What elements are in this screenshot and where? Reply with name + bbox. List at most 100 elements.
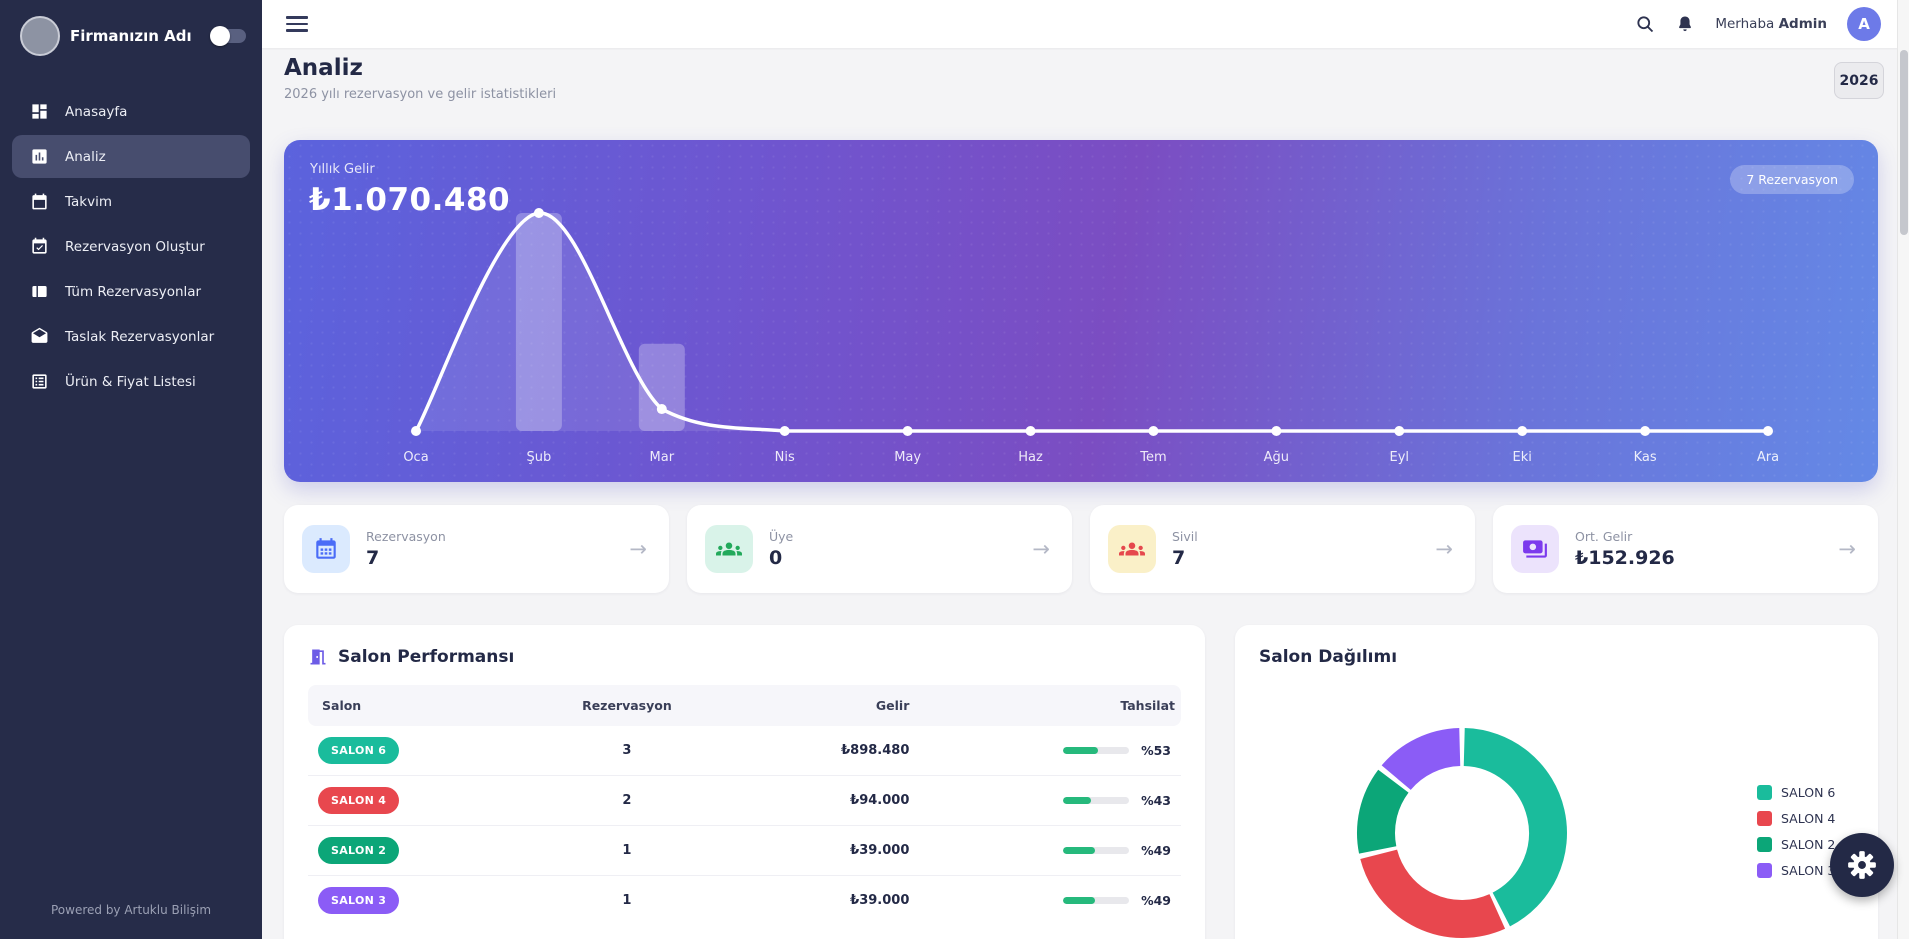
svg-text:Nis: Nis [775,450,795,465]
sidebar-item-label: Takvim [65,193,112,210]
sidebar-item-label: Tüm Rezervasyonlar [65,283,202,300]
sidebar-item-takvim[interactable]: Takvim [12,180,250,223]
sidebar-item-rezervasyon-olustur[interactable]: Rezervasyon Oluştur [12,225,250,268]
envelope-icon [31,327,48,343]
sidebar: Firmanızın Adı Anasayfa Analiz Takvim Re… [0,0,262,939]
table-row: SALON 4 2 ₺94.000 %43 [308,775,1181,826]
stat-card-rezervasyon[interactable]: Rezervasyon 7 → [284,505,669,593]
arrow-right-icon[interactable]: → [1435,537,1453,561]
settings-fab[interactable] [1830,833,1894,897]
sidebar-item-urun-fiyat-listesi[interactable]: Ürün & Fiyat Listesi [12,360,250,403]
legend-swatch [1757,837,1772,852]
annual-revenue-card: Yıllık Gelir ₺1.070.480 7 Rezervasyon Oc… [284,140,1878,482]
cell-rezervasyon: 3 [514,726,739,776]
col-gelir: Gelir [739,685,920,726]
cell-gelir: ₺94.000 [739,775,920,826]
reservation-count-badge: 7 Rezervasyon [1730,165,1854,194]
stat-label: Ort. Gelir [1575,529,1633,544]
salon-badge: SALON 4 [318,787,400,814]
stat-cards-row: Rezervasyon 7 → Üye 0 → Sivil 7 → [284,505,1878,593]
arrow-right-icon[interactable]: → [1032,537,1050,561]
salon-badge: SALON 2 [318,837,400,864]
donut-legend: SALON 6 SALON 4 SALON 2 SALON 3 [1757,785,1835,878]
progress-bar [1063,847,1129,854]
people-icon [1108,525,1156,573]
stat-card-sivil[interactable]: Sivil 7 → [1090,505,1475,593]
pct-label: %49 [1141,843,1171,858]
gear-icon [1848,851,1876,879]
scrollbar-thumb[interactable] [1900,50,1908,235]
search-icon[interactable] [1635,14,1655,34]
stat-value: 7 [366,547,380,569]
pct-label: %49 [1141,893,1171,908]
svg-text:Eyl: Eyl [1390,450,1410,465]
legend-swatch [1757,811,1772,826]
greeting-text: Merhaba Admin [1715,16,1827,32]
payments-icon [1511,525,1559,573]
salon-performance-card: Salon Performansı Salon Rezervasyon Geli… [284,625,1205,939]
sidebar-item-label: Anasayfa [65,103,128,120]
svg-text:Ara: Ara [1757,450,1779,465]
stat-value: 7 [1172,547,1186,569]
pct-label: %53 [1141,743,1171,758]
cell-rezervasyon: 2 [514,775,739,826]
hamburger-menu-icon[interactable] [286,12,308,36]
salon-distribution-title: Salon Dağılımı [1259,647,1398,667]
stat-value: 0 [769,547,783,569]
year-selector[interactable]: 2026 [1834,62,1884,99]
salon-badge: SALON 3 [318,887,400,914]
revenue-line-chart: Oca Şub Mar Nis May Haz Tem Ağu Eyl Eki Kas Ara [403,208,1779,465]
donut-chart [1351,722,1573,939]
table-row: SALON 6 3 ₺898.480 %53 [308,726,1181,776]
svg-text:Eki: Eki [1513,450,1532,465]
legend-item: SALON 4 [1757,811,1835,826]
sidebar-item-label: Ürün & Fiyat Listesi [65,373,196,390]
cell-gelir: ₺898.480 [739,726,920,776]
topbar: Merhaba Admin A [262,0,1909,48]
sidebar-menu: Anasayfa Analiz Takvim Rezervasyon Oluşt… [0,88,262,885]
cell-gelir: ₺39.000 [850,893,910,908]
sidebar-item-label: Analiz [65,148,106,165]
legend-item: SALON 6 [1757,785,1835,800]
stat-value: ₺152.926 [1575,547,1675,569]
table-row: SALON 3 1 ₺39.000 %49 [308,876,1181,926]
svg-text:Oca: Oca [403,450,428,465]
cell-rezervasyon: 1 [514,825,739,876]
pct-label: %43 [1141,793,1171,808]
table-header-row: Salon Rezervasyon Gelir Tahsilat [308,685,1181,726]
bell-icon[interactable] [1675,14,1695,34]
salon-badge: SALON 6 [318,737,400,764]
stat-card-uye[interactable]: Üye 0 → [687,505,1072,593]
legend-swatch [1757,785,1772,800]
annual-revenue-value: ₺1.070.480 [309,182,511,218]
col-salon: Salon [308,685,515,726]
calendar-check-icon [32,237,47,254]
powered-by: Powered by Artuklu Bilişim [50,903,212,917]
arrow-right-icon[interactable]: → [629,537,647,561]
sidebar-item-taslak-rezervasyonlar[interactable]: Taslak Rezervasyonlar [12,315,250,358]
avatar[interactable]: A [1847,7,1881,41]
progress-bar [1063,747,1129,754]
svg-text:May: May [894,450,921,465]
page-title: Analiz [284,55,363,81]
salon-performance-title: Salon Performansı [308,647,1181,667]
toggle-knob [210,26,230,46]
stat-label: Üye [769,529,794,544]
stat-card-ort-gelir[interactable]: Ort. Gelir ₺152.926 → [1493,505,1878,593]
sidebar-item-analiz[interactable]: Analiz [12,135,250,178]
progress-bar [1063,797,1129,804]
sidebar-item-anasayfa[interactable]: Anasayfa [12,90,250,133]
stat-label: Sivil [1172,529,1198,544]
people-icon [705,525,753,573]
svg-text:Haz: Haz [1018,450,1043,465]
table-row: SALON 2 1 ₺39.000 %49 [308,825,1181,876]
salon-performance-table: Salon Rezervasyon Gelir Tahsilat SALON 6… [308,685,1181,925]
calendar-icon [32,193,47,210]
list-panel-icon [32,285,47,298]
sidebar-item-tum-rezervasyonlar[interactable]: Tüm Rezervasyonlar [12,270,250,313]
arrow-right-icon[interactable]: → [1838,537,1856,561]
theme-toggle[interactable] [210,26,246,46]
svg-text:Şub: Şub [527,450,552,465]
door-icon [310,649,326,665]
username: Admin [1778,16,1827,32]
